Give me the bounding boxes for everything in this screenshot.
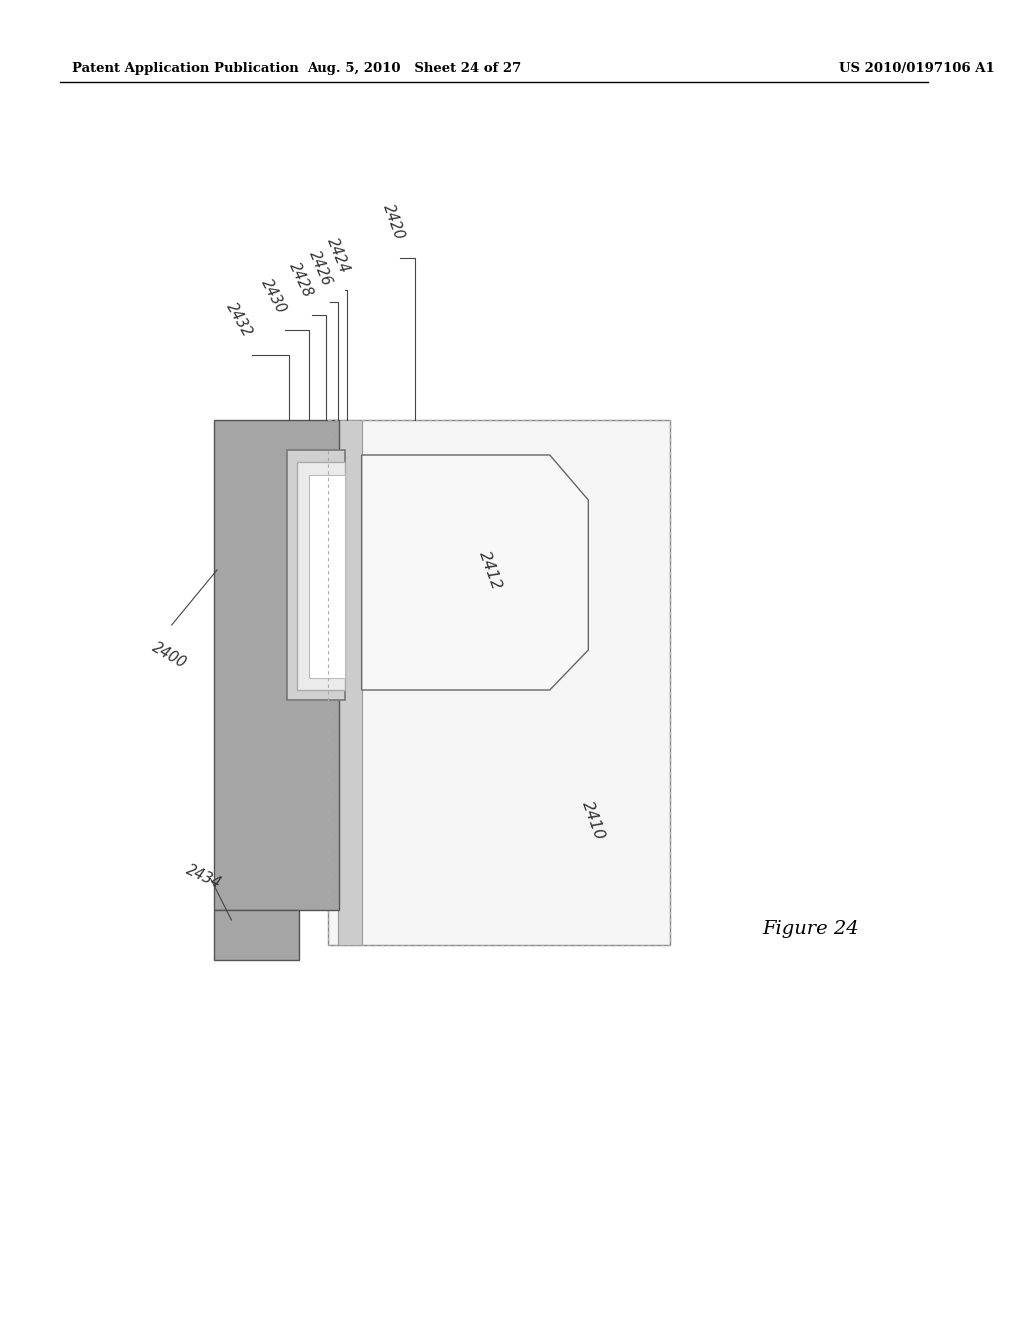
- Text: 2420: 2420: [380, 202, 407, 242]
- Text: 2432: 2432: [223, 301, 255, 341]
- Text: 2424: 2424: [324, 235, 351, 275]
- Text: 2412: 2412: [476, 548, 504, 591]
- Text: 2428: 2428: [287, 260, 315, 300]
- Polygon shape: [361, 455, 589, 690]
- Text: 2410: 2410: [580, 799, 607, 842]
- Text: 2434: 2434: [183, 862, 223, 891]
- Bar: [214, 909, 299, 960]
- Text: 2400: 2400: [150, 640, 189, 672]
- Bar: [214, 420, 340, 909]
- Bar: [328, 420, 671, 945]
- Bar: [297, 462, 345, 690]
- Text: Figure 24: Figure 24: [762, 920, 858, 939]
- Text: Aug. 5, 2010   Sheet 24 of 27: Aug. 5, 2010 Sheet 24 of 27: [307, 62, 522, 75]
- Text: US 2010/0197106 A1: US 2010/0197106 A1: [839, 62, 995, 75]
- Bar: [328, 420, 671, 945]
- Bar: [288, 450, 345, 700]
- Text: 2426: 2426: [306, 248, 334, 288]
- Text: 2430: 2430: [259, 276, 289, 315]
- Bar: [308, 475, 345, 678]
- Text: Patent Application Publication: Patent Application Publication: [73, 62, 299, 75]
- Bar: [338, 420, 361, 945]
